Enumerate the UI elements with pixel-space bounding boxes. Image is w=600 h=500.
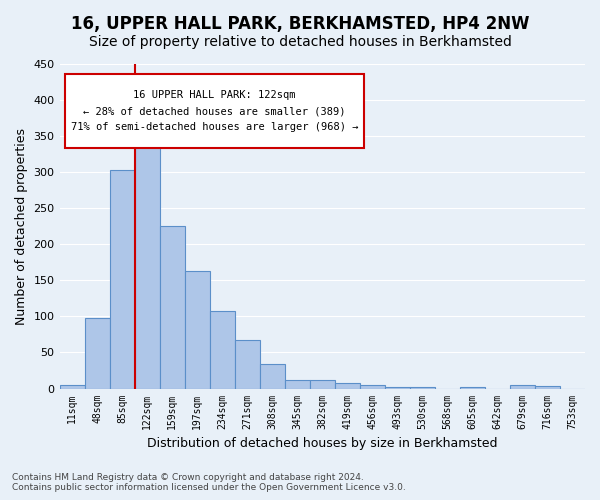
Bar — [335, 383, 360, 388]
FancyBboxPatch shape — [65, 74, 364, 148]
Bar — [510, 385, 535, 388]
Bar — [360, 385, 385, 388]
Bar — [160, 226, 185, 388]
Bar — [535, 386, 560, 388]
Bar — [59, 385, 85, 388]
Y-axis label: Number of detached properties: Number of detached properties — [15, 128, 28, 325]
Text: 16, UPPER HALL PARK, BERKHAMSTED, HP4 2NW: 16, UPPER HALL PARK, BERKHAMSTED, HP4 2N… — [71, 15, 529, 33]
Bar — [285, 380, 310, 388]
Bar — [185, 271, 209, 388]
Text: Size of property relative to detached houses in Berkhamsted: Size of property relative to detached ho… — [89, 35, 511, 49]
Bar — [260, 364, 285, 388]
Bar — [235, 340, 260, 388]
Text: Contains HM Land Registry data © Crown copyright and database right 2024.
Contai: Contains HM Land Registry data © Crown c… — [12, 473, 406, 492]
Bar — [460, 387, 485, 388]
Bar — [410, 387, 435, 388]
X-axis label: Distribution of detached houses by size in Berkhamsted: Distribution of detached houses by size … — [147, 437, 497, 450]
Bar — [134, 145, 160, 388]
Bar — [209, 310, 235, 388]
Text: 16 UPPER HALL PARK: 122sqm
← 28% of detached houses are smaller (389)
71% of sem: 16 UPPER HALL PARK: 122sqm ← 28% of deta… — [71, 90, 358, 132]
Bar — [110, 170, 134, 388]
Bar — [310, 380, 335, 388]
Bar — [85, 318, 110, 388]
Bar — [385, 387, 410, 388]
